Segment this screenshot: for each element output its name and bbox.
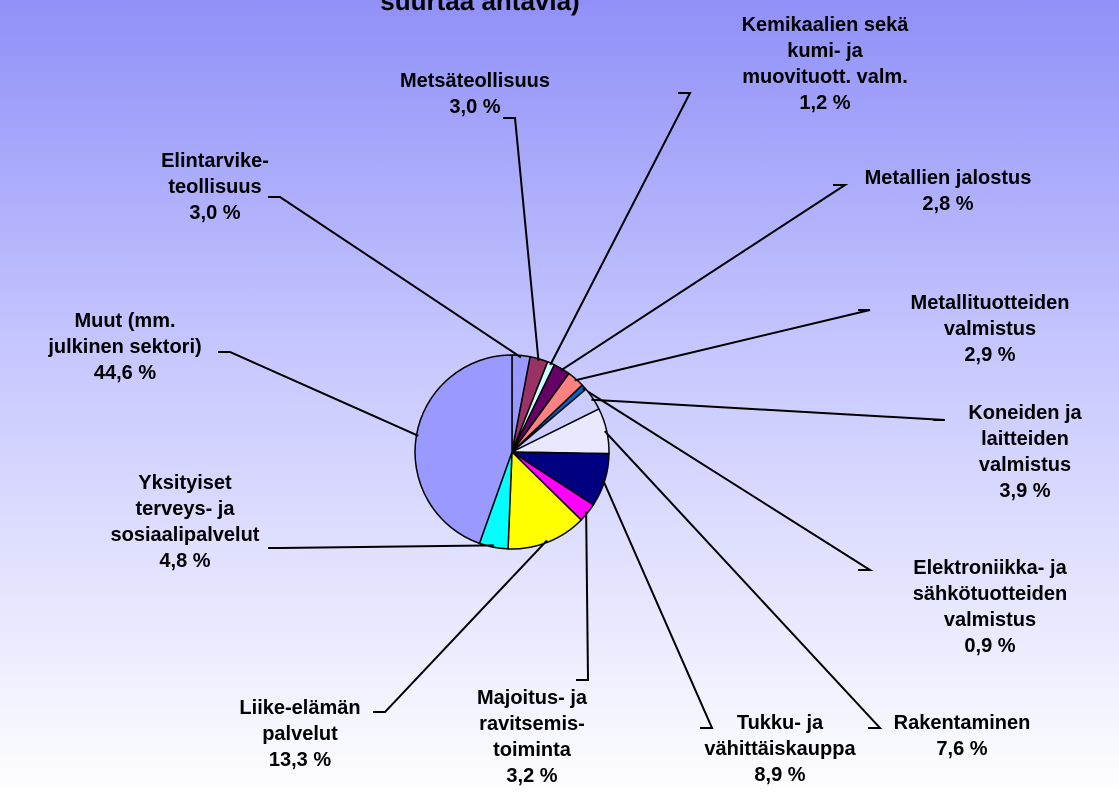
slice-label: Elektroniikka- ja sähkötuotteiden valmis… bbox=[912, 557, 1068, 631]
slice-label: Metsäteollisuus bbox=[399, 70, 551, 92]
slice-label: Rakentaminen bbox=[893, 712, 1031, 734]
chart-title: suurtaa antavia) bbox=[380, 0, 580, 16]
value-label: 4,8 % bbox=[159, 550, 211, 572]
value-label: 2,9 % bbox=[964, 344, 1016, 366]
leader-line bbox=[604, 430, 883, 729]
value-label: 2,8 % bbox=[922, 193, 974, 215]
leader-line bbox=[373, 539, 548, 713]
value-label: 3,0 % bbox=[189, 202, 241, 224]
slice-label: Elintarvike- teollisuus bbox=[161, 150, 269, 198]
value-label: 0,9 % bbox=[964, 635, 1016, 657]
slice-label: Tukku- ja vähittäiskauppa bbox=[704, 712, 856, 760]
slice-label: Majoitus- ja ravitsemis- toiminta bbox=[476, 687, 588, 761]
pie-slice bbox=[507, 450, 583, 550]
value-label: 8,9 % bbox=[754, 764, 806, 786]
leader-line bbox=[601, 479, 714, 729]
leader-line bbox=[582, 387, 874, 571]
slice-label: Muut (mm. julkinen sektori) bbox=[48, 310, 202, 358]
leader-line bbox=[268, 196, 522, 359]
leader-line bbox=[503, 117, 540, 361]
slice-label: Metallien jalostus bbox=[864, 167, 1032, 189]
slice-label: Koneiden ja laitteiden valmistus bbox=[968, 402, 1082, 476]
slice-label: Kemikaalien sekä kumi- ja muovituott. va… bbox=[741, 14, 909, 88]
leader-line bbox=[218, 351, 419, 437]
slice-label: Yksityiset terveys- ja sosiaalipalvelut bbox=[110, 472, 260, 546]
value-label: 44,6 % bbox=[93, 362, 157, 384]
leader-line bbox=[268, 544, 494, 549]
slice-label: Metallituotteiden valmistus bbox=[910, 292, 1070, 340]
value-label: 3,9 % bbox=[999, 480, 1051, 502]
leader-line bbox=[560, 184, 849, 372]
value-label: 7,6 % bbox=[936, 738, 988, 760]
value-label: 13,3 % bbox=[268, 749, 332, 771]
value-label: 1,2 % bbox=[799, 92, 851, 114]
leader-line bbox=[591, 398, 946, 421]
value-label: 3,2 % bbox=[506, 765, 558, 787]
leader-line bbox=[574, 309, 871, 382]
leader-line bbox=[549, 92, 692, 366]
value-label: 3,0 % bbox=[449, 96, 501, 118]
slice-label: Liike-elämän palvelut bbox=[239, 697, 361, 745]
leader-line bbox=[576, 511, 590, 681]
